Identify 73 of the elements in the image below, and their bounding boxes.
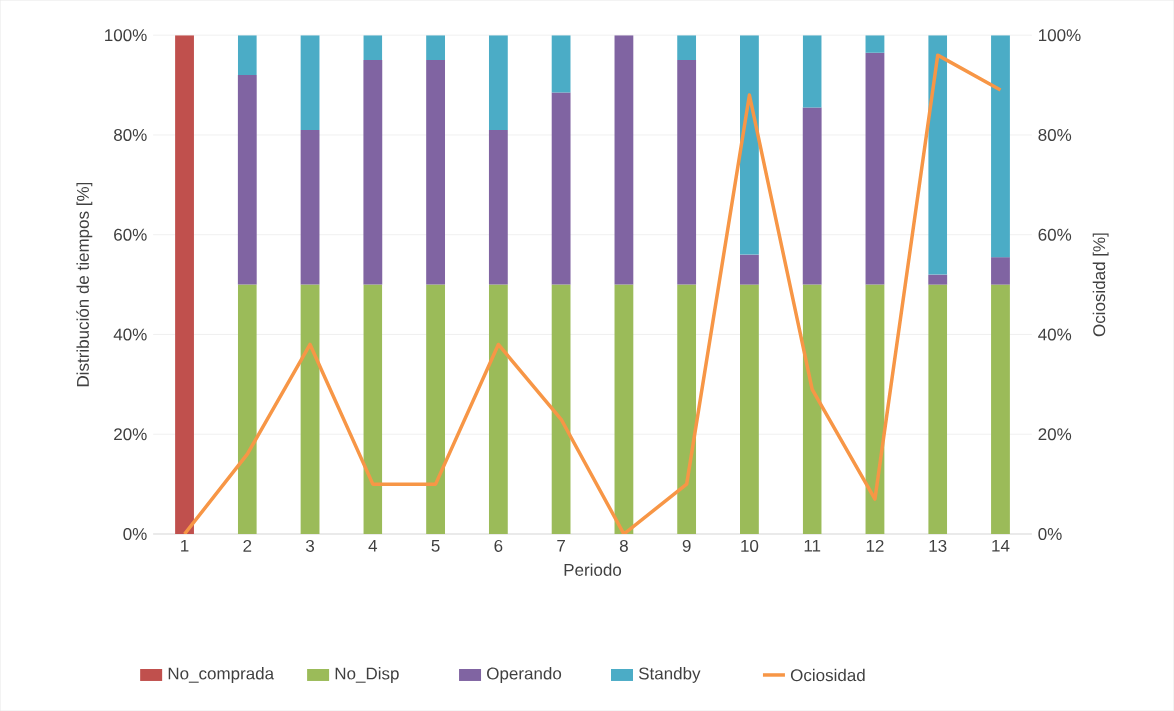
y-axis-title: Distribución de tiempos [%] bbox=[76, 182, 93, 387]
bar bbox=[991, 257, 1010, 285]
x-tick-label: 14 bbox=[992, 539, 1010, 552]
x-tick-label: 2 bbox=[243, 539, 252, 552]
x-tick-label: 12 bbox=[866, 539, 884, 552]
bar bbox=[300, 35, 320, 130]
x-tick-label: 3 bbox=[305, 539, 315, 552]
x-tick-label: 5 bbox=[431, 539, 440, 552]
bar bbox=[928, 284, 948, 534]
x-tick-label: 4 bbox=[368, 539, 378, 552]
y-tick-label: 20% bbox=[114, 428, 147, 441]
x-tick-label: 13 bbox=[929, 539, 947, 552]
y2-tick-label: 100% bbox=[1039, 29, 1081, 42]
bar bbox=[237, 284, 257, 534]
bar bbox=[363, 284, 383, 534]
y-tick-label: 100% bbox=[105, 29, 147, 42]
bar bbox=[614, 35, 634, 285]
bar bbox=[677, 284, 697, 534]
bar bbox=[426, 60, 446, 285]
bar bbox=[300, 284, 320, 534]
bar bbox=[865, 52, 885, 285]
y2-axis-title: Ociosidad [%] bbox=[1092, 233, 1109, 337]
x-tick-label: 6 bbox=[494, 539, 503, 552]
bar bbox=[865, 35, 885, 53]
x-tick-label: 8 bbox=[619, 539, 628, 552]
x-axis-title: Periodo bbox=[564, 563, 622, 576]
y-tick-label: 0% bbox=[123, 527, 147, 540]
legend-label: Standby bbox=[638, 666, 701, 683]
y2-tick-label: 20% bbox=[1038, 428, 1072, 441]
y-tick-label: 80% bbox=[114, 128, 147, 141]
bar bbox=[426, 284, 446, 534]
bar bbox=[488, 35, 508, 130]
bar bbox=[802, 107, 822, 285]
legend-label: No_comprada bbox=[168, 666, 275, 683]
bar bbox=[802, 35, 822, 108]
bar bbox=[677, 35, 697, 61]
x-tick-label: 7 bbox=[557, 539, 565, 552]
bar bbox=[175, 35, 194, 534]
bar bbox=[928, 35, 948, 275]
bar bbox=[551, 92, 571, 285]
y2-tick-label: 40% bbox=[1038, 328, 1072, 341]
legend-label: No_Disp bbox=[335, 666, 399, 683]
bar bbox=[802, 284, 822, 534]
bar bbox=[991, 35, 1010, 258]
bar bbox=[300, 129, 320, 285]
bar bbox=[551, 35, 571, 93]
bar bbox=[991, 284, 1010, 534]
bar bbox=[614, 284, 634, 534]
bar bbox=[740, 254, 759, 285]
bar bbox=[740, 284, 759, 534]
y-tick-label: 60% bbox=[114, 228, 147, 241]
legend-label: Ociosidad bbox=[790, 668, 865, 682]
bar bbox=[363, 60, 383, 285]
y2-tick-label: 0% bbox=[1038, 527, 1062, 540]
bar bbox=[740, 35, 759, 255]
bar bbox=[426, 35, 446, 61]
line-series bbox=[182, 53, 1003, 534]
bar bbox=[363, 35, 383, 61]
y2-tick-label: 60% bbox=[1038, 228, 1072, 241]
bar bbox=[237, 35, 257, 76]
y2-tick-label: 80% bbox=[1038, 128, 1072, 141]
bar bbox=[551, 284, 571, 534]
bar bbox=[237, 75, 257, 285]
y-tick-label: 40% bbox=[113, 328, 147, 341]
bar bbox=[677, 60, 697, 285]
bar bbox=[928, 274, 948, 285]
x-tick-label: 10 bbox=[741, 539, 759, 552]
x-tick-label: 1 bbox=[181, 539, 189, 552]
x-tick-label: 11 bbox=[804, 539, 821, 552]
legend-label: Operando bbox=[487, 666, 562, 683]
x-tick-label: 9 bbox=[682, 539, 691, 552]
bar bbox=[488, 284, 508, 534]
bar bbox=[488, 129, 508, 285]
